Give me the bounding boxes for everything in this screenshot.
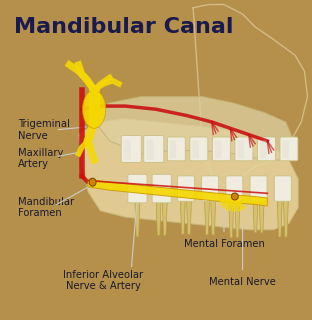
FancyBboxPatch shape [144,135,164,162]
Ellipse shape [89,178,96,186]
FancyBboxPatch shape [226,176,243,201]
Text: Mandibular Canal: Mandibular Canal [14,17,233,37]
FancyBboxPatch shape [274,176,291,201]
FancyBboxPatch shape [167,137,185,161]
Polygon shape [253,200,258,233]
Polygon shape [88,97,295,160]
Polygon shape [162,201,167,236]
FancyBboxPatch shape [128,174,147,203]
FancyBboxPatch shape [257,137,275,161]
FancyBboxPatch shape [152,174,171,203]
FancyBboxPatch shape [237,140,244,158]
Polygon shape [235,200,240,237]
FancyBboxPatch shape [146,140,154,160]
Text: Maxillary
Artery: Maxillary Artery [18,148,64,169]
FancyBboxPatch shape [212,137,230,161]
Polygon shape [283,200,288,237]
Polygon shape [211,200,216,235]
Text: Mental Foramen: Mental Foramen [183,239,265,249]
Polygon shape [205,200,209,235]
Text: Mandibular
Foramen: Mandibular Foramen [18,197,75,218]
Polygon shape [135,201,140,236]
Polygon shape [259,200,264,233]
FancyBboxPatch shape [121,135,141,162]
FancyBboxPatch shape [250,176,267,201]
FancyBboxPatch shape [280,137,298,161]
Polygon shape [187,200,192,234]
Ellipse shape [232,193,238,200]
FancyBboxPatch shape [178,176,194,201]
FancyBboxPatch shape [260,140,266,158]
FancyBboxPatch shape [235,137,253,161]
FancyBboxPatch shape [282,140,289,158]
Polygon shape [229,200,234,237]
Polygon shape [79,119,298,230]
Text: Mental Nerve: Mental Nerve [209,277,276,287]
FancyBboxPatch shape [215,140,221,158]
FancyBboxPatch shape [124,140,131,160]
Ellipse shape [83,90,106,128]
Polygon shape [156,201,161,236]
Polygon shape [180,200,185,234]
FancyBboxPatch shape [190,137,208,161]
FancyBboxPatch shape [202,176,219,201]
Polygon shape [277,200,282,237]
Text: Trigeminal
Nerve: Trigeminal Nerve [18,119,70,141]
FancyBboxPatch shape [170,140,176,158]
FancyBboxPatch shape [193,140,199,158]
Polygon shape [88,179,267,206]
Text: Inferior Alveolar
Nerve & Artery: Inferior Alveolar Nerve & Artery [63,270,144,291]
